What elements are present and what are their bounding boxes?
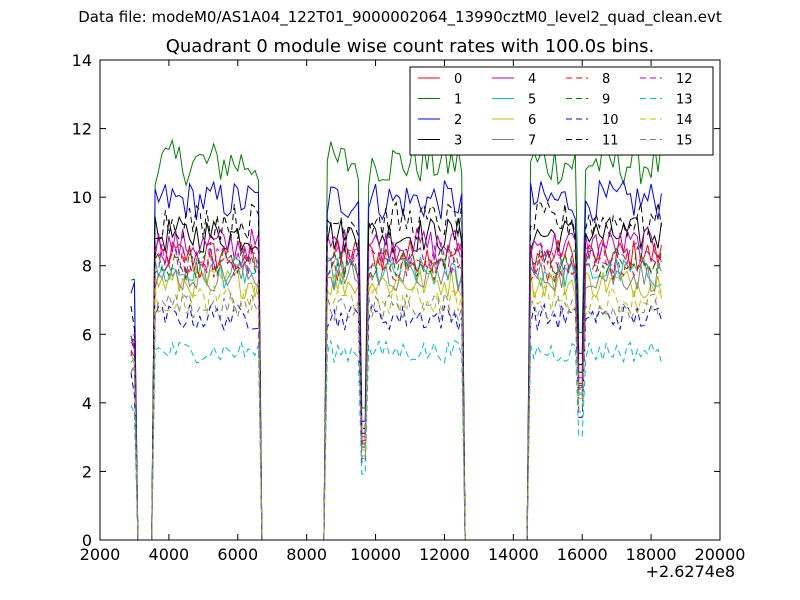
x-tick-label: 14000 <box>488 545 539 564</box>
y-tick-label: 14 <box>72 51 92 70</box>
series-line-15 <box>130 291 662 541</box>
y-tick-label: 12 <box>72 120 92 139</box>
legend-label: 10 <box>602 113 619 128</box>
legend-label: 2 <box>454 113 462 128</box>
x-tick-label: 2000 <box>80 545 121 564</box>
legend-box <box>409 66 714 156</box>
series-line-1 <box>130 138 662 541</box>
x-axis: 2000 4000 6000 8000 10000 12000 14000 16000 1800… <box>80 60 746 564</box>
x-tick-label: 12000 <box>419 545 470 564</box>
y-tick-label: 4 <box>82 394 92 413</box>
legend-label: 4 <box>528 72 536 87</box>
series-line-4 <box>130 226 662 541</box>
x-tick-label: 18000 <box>626 545 677 564</box>
x-axis-offset-label: +2.6274e8 <box>645 562 735 581</box>
legend-label: 12 <box>676 72 693 87</box>
series-line-6 <box>130 266 662 541</box>
legend-label: 7 <box>528 134 536 149</box>
y-tick-label: 8 <box>82 257 92 276</box>
x-tick-label: 10000 <box>350 545 401 564</box>
series-line-0 <box>130 236 662 541</box>
figure-suptitle: Data file: modeM0/AS1A04_122T01_90000020… <box>78 8 722 26</box>
series-line-7 <box>130 260 662 541</box>
y-tick-label: 2 <box>82 462 92 481</box>
series-lines <box>130 138 662 541</box>
legend-label: 11 <box>602 134 619 149</box>
legend-label: 0 <box>454 72 462 87</box>
legend-label: 5 <box>528 93 536 108</box>
y-tick-label: 6 <box>82 325 92 344</box>
series-line-9 <box>130 245 662 541</box>
legend-label: 6 <box>528 113 536 128</box>
legend-label: 13 <box>676 93 693 108</box>
x-tick-label: 4000 <box>149 545 190 564</box>
y-tick-label: 10 <box>72 188 92 207</box>
series-line-2 <box>130 179 662 541</box>
chart-title: Quadrant 0 module wise count rates with … <box>165 36 655 57</box>
x-tick-label: 8000 <box>286 545 327 564</box>
plot-frame <box>99 59 721 541</box>
x-tick-label: 16000 <box>557 545 608 564</box>
x-tick-label: 20000 <box>695 545 746 564</box>
legend-label: 3 <box>454 134 462 149</box>
series-line-11 <box>130 201 662 541</box>
series-line-3 <box>130 215 662 541</box>
legend-label: 1 <box>454 93 462 108</box>
legend-label: 8 <box>602 72 610 87</box>
legend-label: 9 <box>602 93 610 108</box>
legend-label: 14 <box>676 113 693 128</box>
series-line-8 <box>130 249 662 541</box>
legend-label: 15 <box>676 134 693 149</box>
series-line-14 <box>130 284 662 541</box>
y-tick-label: 0 <box>82 531 92 550</box>
series-line-13 <box>130 339 662 541</box>
series-line-10 <box>130 302 662 541</box>
x-tick-label: 6000 <box>217 545 258 564</box>
